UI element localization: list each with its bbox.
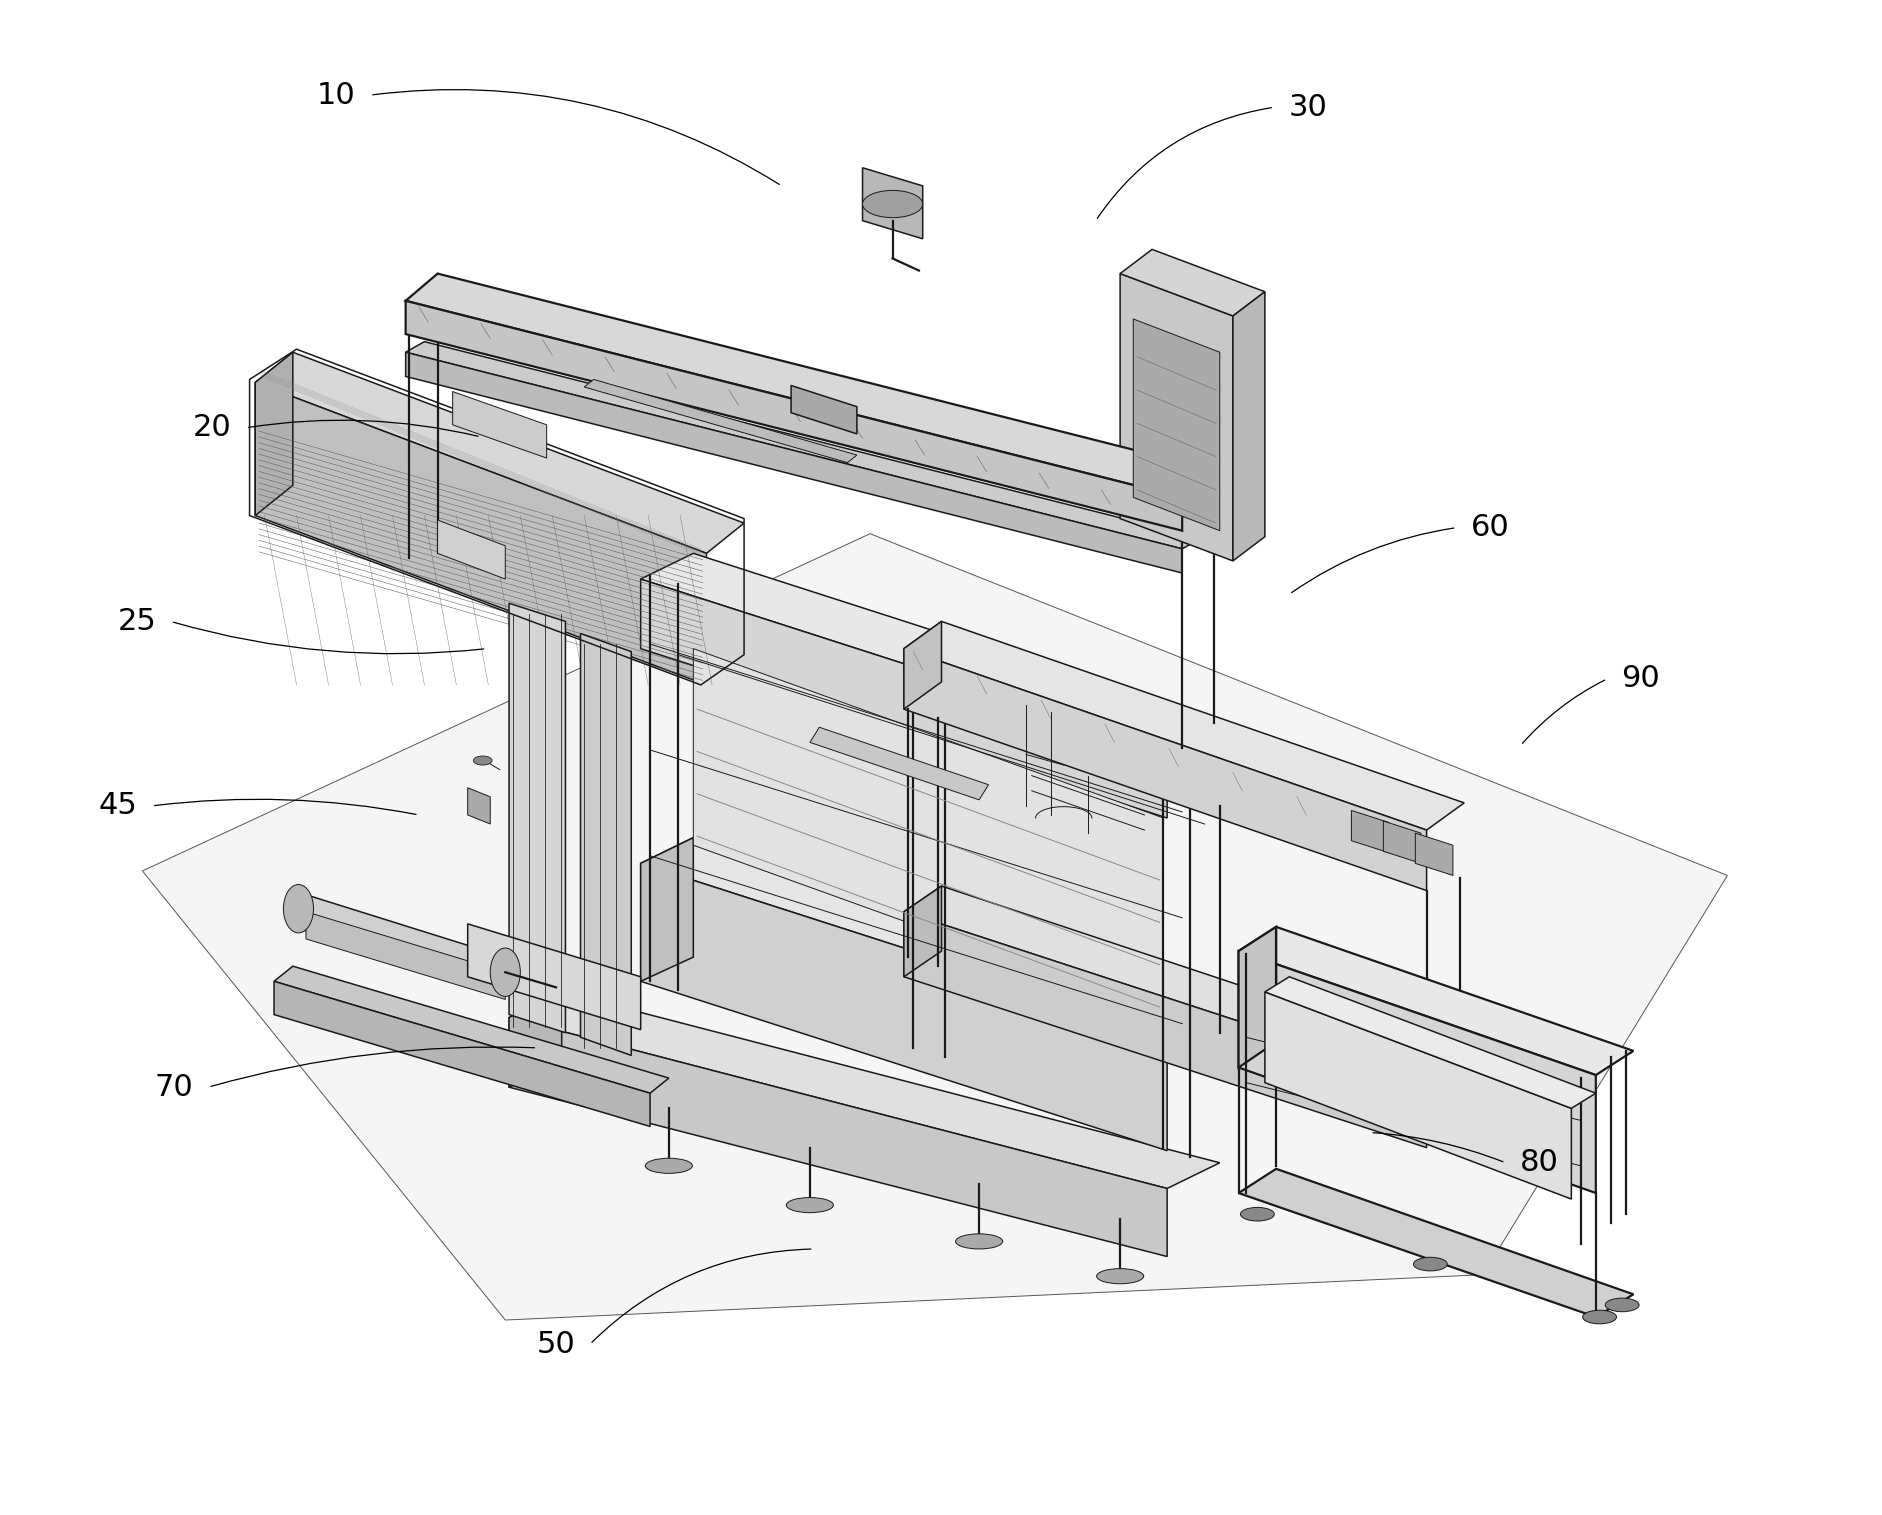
Polygon shape [1120, 274, 1233, 561]
Text: 80: 80 [1519, 1148, 1558, 1177]
Polygon shape [508, 992, 561, 1088]
Polygon shape [275, 967, 668, 1094]
Polygon shape [1265, 977, 1594, 1109]
Ellipse shape [1603, 1298, 1637, 1312]
Polygon shape [452, 391, 546, 458]
Polygon shape [508, 603, 565, 1033]
Text: 60: 60 [1470, 514, 1509, 542]
Ellipse shape [472, 756, 491, 765]
Polygon shape [903, 648, 1427, 891]
Polygon shape [1351, 811, 1389, 853]
Polygon shape [256, 351, 743, 553]
Ellipse shape [1240, 1207, 1274, 1221]
Polygon shape [1238, 927, 1632, 1076]
Text: 70: 70 [154, 1073, 194, 1101]
Polygon shape [508, 992, 1220, 1188]
Polygon shape [294, 891, 504, 992]
Polygon shape [1133, 320, 1220, 530]
Polygon shape [1238, 951, 1594, 1192]
Polygon shape [1238, 1170, 1632, 1317]
Polygon shape [256, 382, 706, 685]
Ellipse shape [284, 885, 312, 933]
Polygon shape [405, 274, 1214, 497]
Polygon shape [640, 864, 1167, 1151]
Ellipse shape [489, 948, 519, 997]
Text: 10: 10 [316, 80, 356, 109]
Polygon shape [1415, 833, 1453, 876]
Polygon shape [903, 621, 941, 709]
Polygon shape [640, 838, 693, 982]
Text: 45: 45 [98, 791, 137, 821]
Polygon shape [1265, 992, 1571, 1198]
Polygon shape [143, 533, 1726, 1320]
Polygon shape [467, 924, 640, 1030]
Text: 30: 30 [1287, 92, 1327, 121]
Text: 25: 25 [117, 608, 156, 636]
Polygon shape [437, 520, 504, 579]
Polygon shape [580, 633, 630, 1056]
Polygon shape [1120, 250, 1265, 317]
Polygon shape [405, 301, 1182, 530]
Polygon shape [1383, 821, 1421, 864]
Polygon shape [903, 886, 941, 977]
Ellipse shape [1095, 1268, 1142, 1283]
Polygon shape [809, 727, 988, 800]
Ellipse shape [1413, 1257, 1447, 1271]
Ellipse shape [862, 191, 922, 218]
Text: 90: 90 [1620, 665, 1660, 694]
Polygon shape [405, 342, 1201, 548]
Polygon shape [790, 385, 856, 433]
Ellipse shape [787, 1197, 834, 1212]
Polygon shape [862, 168, 922, 239]
Polygon shape [508, 1018, 1167, 1256]
Polygon shape [467, 788, 489, 824]
Polygon shape [640, 553, 1220, 748]
Polygon shape [1238, 927, 1276, 1068]
Ellipse shape [1581, 1310, 1615, 1324]
Text: 20: 20 [192, 414, 231, 442]
Polygon shape [640, 579, 1167, 818]
Text: 50: 50 [536, 1330, 576, 1359]
Ellipse shape [646, 1159, 693, 1173]
Polygon shape [903, 621, 1464, 830]
Polygon shape [693, 648, 1163, 1015]
Polygon shape [275, 982, 649, 1127]
Polygon shape [903, 886, 1464, 1083]
Polygon shape [640, 838, 1220, 1033]
Polygon shape [1233, 292, 1265, 561]
Polygon shape [903, 912, 1427, 1148]
Polygon shape [405, 351, 1182, 573]
Polygon shape [583, 379, 856, 462]
Ellipse shape [954, 1233, 1001, 1248]
Polygon shape [256, 351, 294, 515]
Polygon shape [305, 912, 504, 1000]
